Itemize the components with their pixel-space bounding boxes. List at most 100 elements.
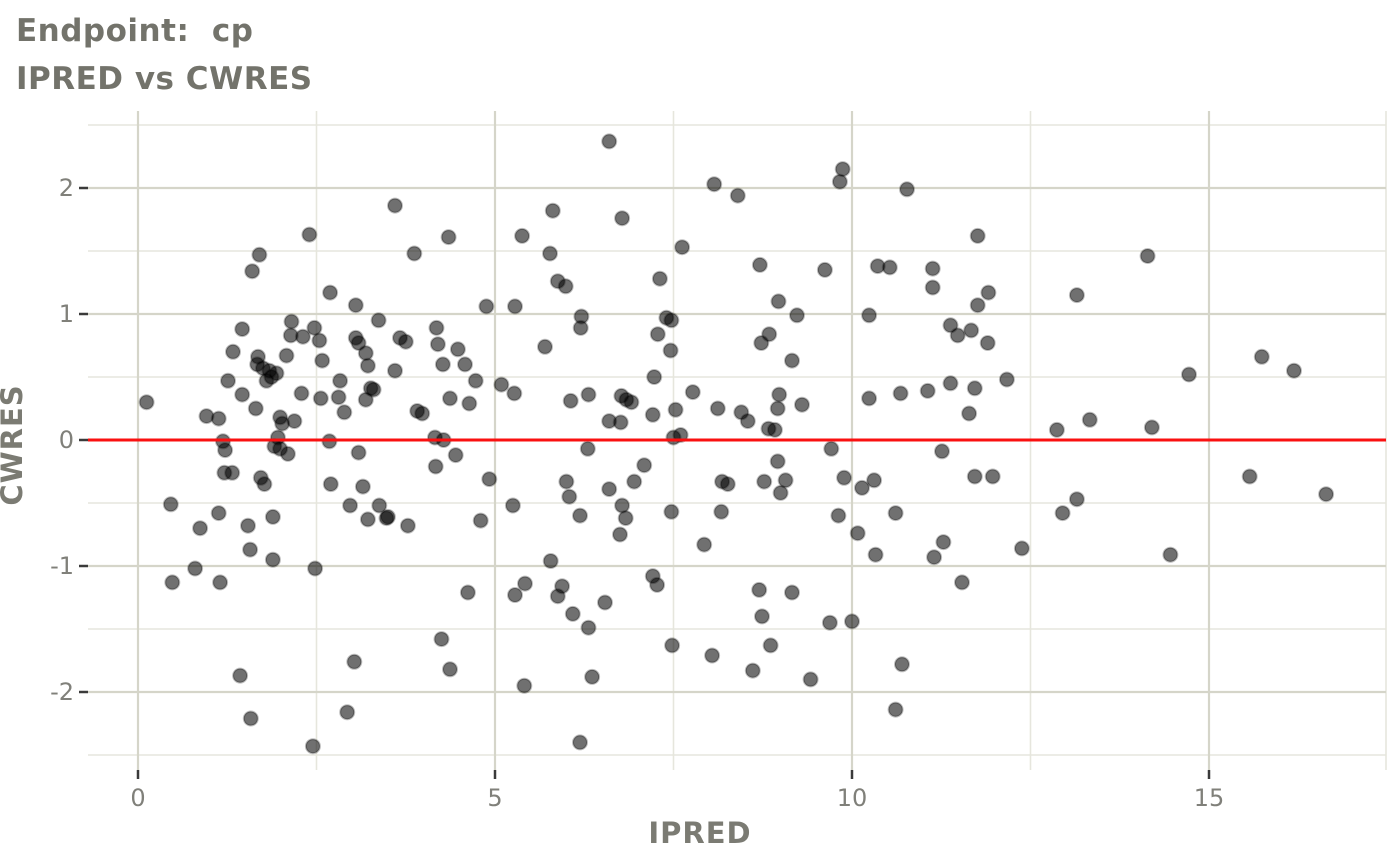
data-point bbox=[887, 701, 904, 718]
data-point bbox=[969, 297, 986, 314]
data-point bbox=[1139, 248, 1156, 264]
data-point bbox=[247, 400, 264, 417]
data-point bbox=[772, 484, 789, 501]
data-point bbox=[449, 341, 466, 358]
data-point bbox=[821, 614, 838, 631]
data-point bbox=[684, 384, 701, 401]
data-point bbox=[428, 319, 445, 336]
data-point bbox=[306, 319, 323, 336]
data-point bbox=[892, 385, 909, 402]
x-tick-label: 5 bbox=[487, 784, 503, 812]
data-point bbox=[830, 507, 847, 524]
data-point bbox=[704, 647, 721, 664]
data-point bbox=[549, 588, 566, 605]
data-point bbox=[769, 400, 786, 417]
data-point bbox=[662, 342, 679, 359]
data-point bbox=[307, 560, 324, 577]
data-point bbox=[1286, 362, 1302, 379]
y-tick-label: 0 bbox=[58, 426, 74, 454]
y-axis-title: CWRES bbox=[0, 384, 29, 506]
data-point bbox=[558, 473, 575, 490]
data-point bbox=[849, 525, 866, 542]
data-point bbox=[961, 405, 978, 422]
data-point bbox=[312, 390, 329, 407]
data-point bbox=[264, 508, 281, 525]
data-point bbox=[365, 381, 382, 398]
data-point bbox=[414, 405, 431, 422]
data-point bbox=[138, 394, 155, 411]
data-point bbox=[706, 176, 723, 193]
data-point bbox=[887, 505, 904, 522]
data-point bbox=[1143, 419, 1160, 436]
data-point bbox=[434, 356, 451, 373]
plot-title-endpoint: Endpoint: cp bbox=[16, 13, 254, 49]
data-point bbox=[311, 332, 328, 349]
data-point bbox=[597, 594, 613, 611]
data-point bbox=[314, 352, 331, 369]
data-point bbox=[572, 734, 588, 751]
x-tick-label: 15 bbox=[1193, 784, 1225, 812]
data-point bbox=[279, 445, 296, 462]
data-point bbox=[667, 401, 684, 418]
data-point bbox=[823, 440, 840, 457]
data-point bbox=[234, 321, 251, 338]
x-tick-label: 10 bbox=[836, 784, 868, 812]
data-point bbox=[370, 312, 387, 329]
data-point bbox=[854, 479, 870, 496]
data-point bbox=[756, 473, 773, 490]
data-point bbox=[844, 613, 860, 630]
data-point bbox=[969, 227, 986, 244]
data-point bbox=[442, 390, 458, 407]
data-point bbox=[623, 394, 640, 411]
data-point bbox=[612, 414, 629, 431]
data-point bbox=[283, 313, 300, 330]
data-point bbox=[572, 319, 589, 336]
data-point bbox=[894, 656, 910, 673]
data-point bbox=[966, 468, 983, 485]
data-point bbox=[771, 386, 788, 403]
data-point bbox=[493, 376, 510, 393]
data-point bbox=[304, 738, 321, 755]
data-point bbox=[579, 440, 596, 457]
data-point bbox=[164, 574, 181, 591]
data-point bbox=[336, 404, 353, 421]
data-point bbox=[433, 631, 450, 648]
data-point bbox=[507, 298, 523, 315]
data-point bbox=[696, 536, 713, 553]
data-point bbox=[232, 667, 249, 684]
data-point bbox=[636, 457, 653, 474]
data-point bbox=[516, 677, 533, 694]
data-point bbox=[924, 279, 941, 296]
data-point bbox=[663, 312, 680, 329]
y-tick-label: -2 bbox=[50, 678, 74, 706]
data-point bbox=[816, 261, 833, 278]
data-point bbox=[544, 202, 561, 219]
data-point bbox=[217, 442, 234, 459]
data-point bbox=[753, 335, 770, 351]
data-point bbox=[1048, 421, 1065, 438]
data-point bbox=[397, 333, 414, 350]
data-point bbox=[561, 488, 578, 505]
data-point bbox=[744, 662, 761, 679]
data-point bbox=[542, 245, 558, 262]
data-point bbox=[601, 133, 618, 150]
data-point bbox=[963, 322, 980, 339]
data-point bbox=[784, 584, 800, 601]
data-point bbox=[626, 473, 643, 490]
y-tick-label: 2 bbox=[58, 174, 74, 202]
data-point bbox=[256, 476, 273, 493]
data-point bbox=[347, 297, 364, 314]
data-point bbox=[754, 608, 770, 625]
data-point bbox=[709, 400, 726, 417]
data-point bbox=[1181, 366, 1197, 383]
data-point bbox=[322, 476, 339, 493]
data-point bbox=[924, 260, 941, 277]
data-point bbox=[514, 227, 531, 244]
data-point bbox=[251, 246, 268, 263]
data-point bbox=[192, 520, 209, 537]
data-point bbox=[998, 371, 1015, 388]
data-point bbox=[644, 406, 661, 423]
y-axis-title-wrap: CWRES bbox=[0, 370, 35, 520]
data-point bbox=[1068, 491, 1085, 508]
